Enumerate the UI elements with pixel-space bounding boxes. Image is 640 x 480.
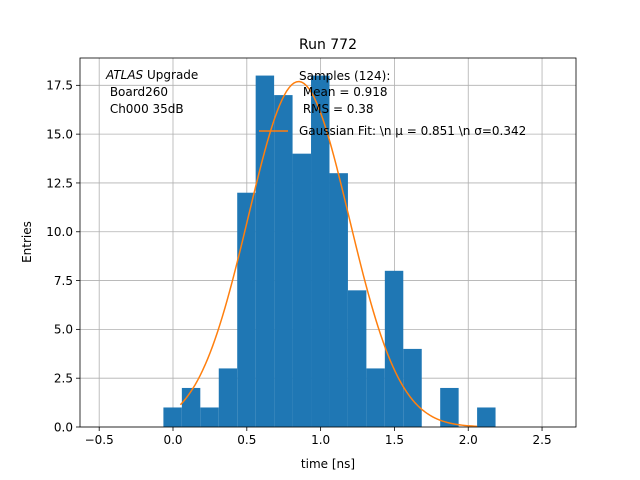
- x-tick-label: −0.5: [85, 433, 114, 447]
- legend-samples-line-3: RMS = 0.38: [299, 102, 374, 116]
- y-tick-label: 12.5: [46, 176, 73, 190]
- histogram-bar: [218, 368, 238, 427]
- atlas-annotation: ATLAS Upgrade Board260 Ch000 35dB: [105, 68, 198, 116]
- annotation-line-1: ATLAS Upgrade: [105, 68, 198, 82]
- upgrade-label: Upgrade: [143, 68, 198, 82]
- annotation-line-2: Board260: [106, 85, 168, 99]
- y-axis-ticks: 0.0 2.5 5.0 7.5 10.0 12.5 15.0 17.5: [46, 79, 80, 434]
- x-tick-label: 2.5: [533, 433, 552, 447]
- x-tick-label: 1.5: [385, 433, 404, 447]
- annotation-line-3: Ch000 35dB: [106, 102, 184, 116]
- y-tick-label: 2.5: [54, 371, 73, 385]
- histogram-bar: [274, 95, 293, 427]
- axes-frame: [79, 57, 577, 428]
- y-axis-label: Entries: [20, 221, 34, 263]
- legend: Samples (124): Mean = 0.918 RMS = 0.38 G…: [259, 69, 526, 138]
- histogram-bar: [311, 75, 330, 428]
- histogram-bar: [255, 75, 275, 428]
- histogram-bar: [200, 407, 219, 427]
- legend-samples-line-2: Mean = 0.918: [299, 85, 388, 99]
- y-tick-label: 10.0: [46, 225, 73, 239]
- x-tick-label: 0.0: [163, 433, 182, 447]
- atlas-label: ATLAS: [105, 68, 144, 82]
- gaussian-fit-curve: [179, 80, 478, 428]
- histogram-bar: [477, 407, 496, 427]
- legend-samples-line-1: Samples (124):: [299, 69, 390, 83]
- y-tick-label: 5.0: [54, 323, 73, 337]
- histogram-bar: [292, 153, 312, 427]
- y-tick-label: 7.5: [54, 274, 73, 288]
- y-tick-label: 17.5: [46, 79, 73, 93]
- histogram-bar: [237, 192, 256, 427]
- x-tick-label: 2.0: [459, 433, 478, 447]
- y-tick-label: 15.0: [46, 127, 73, 141]
- histogram-bar: [181, 387, 201, 427]
- y-tick-label: 0.0: [54, 420, 73, 434]
- histogram-bar: [384, 270, 404, 427]
- histogram-bar: [403, 348, 422, 427]
- x-tick-label: 1.0: [311, 433, 330, 447]
- histogram-bar: [163, 407, 182, 427]
- histogram-bars: [163, 75, 496, 428]
- x-tick-label: 0.5: [237, 433, 256, 447]
- x-axis-ticks: −0.5 0.0 0.5 1.0 1.5 2.0 2.5: [85, 427, 552, 447]
- chart-title: Run 772: [299, 37, 357, 53]
- x-axis-label: time [ns]: [301, 457, 355, 471]
- histogram-bar: [366, 368, 385, 427]
- histogram-bar: [329, 173, 348, 427]
- histogram-bar: [440, 387, 459, 427]
- legend-fit-label: Gaussian Fit: \n μ = 0.851 \n σ=0.342: [299, 124, 526, 138]
- histogram-bar: [347, 290, 367, 427]
